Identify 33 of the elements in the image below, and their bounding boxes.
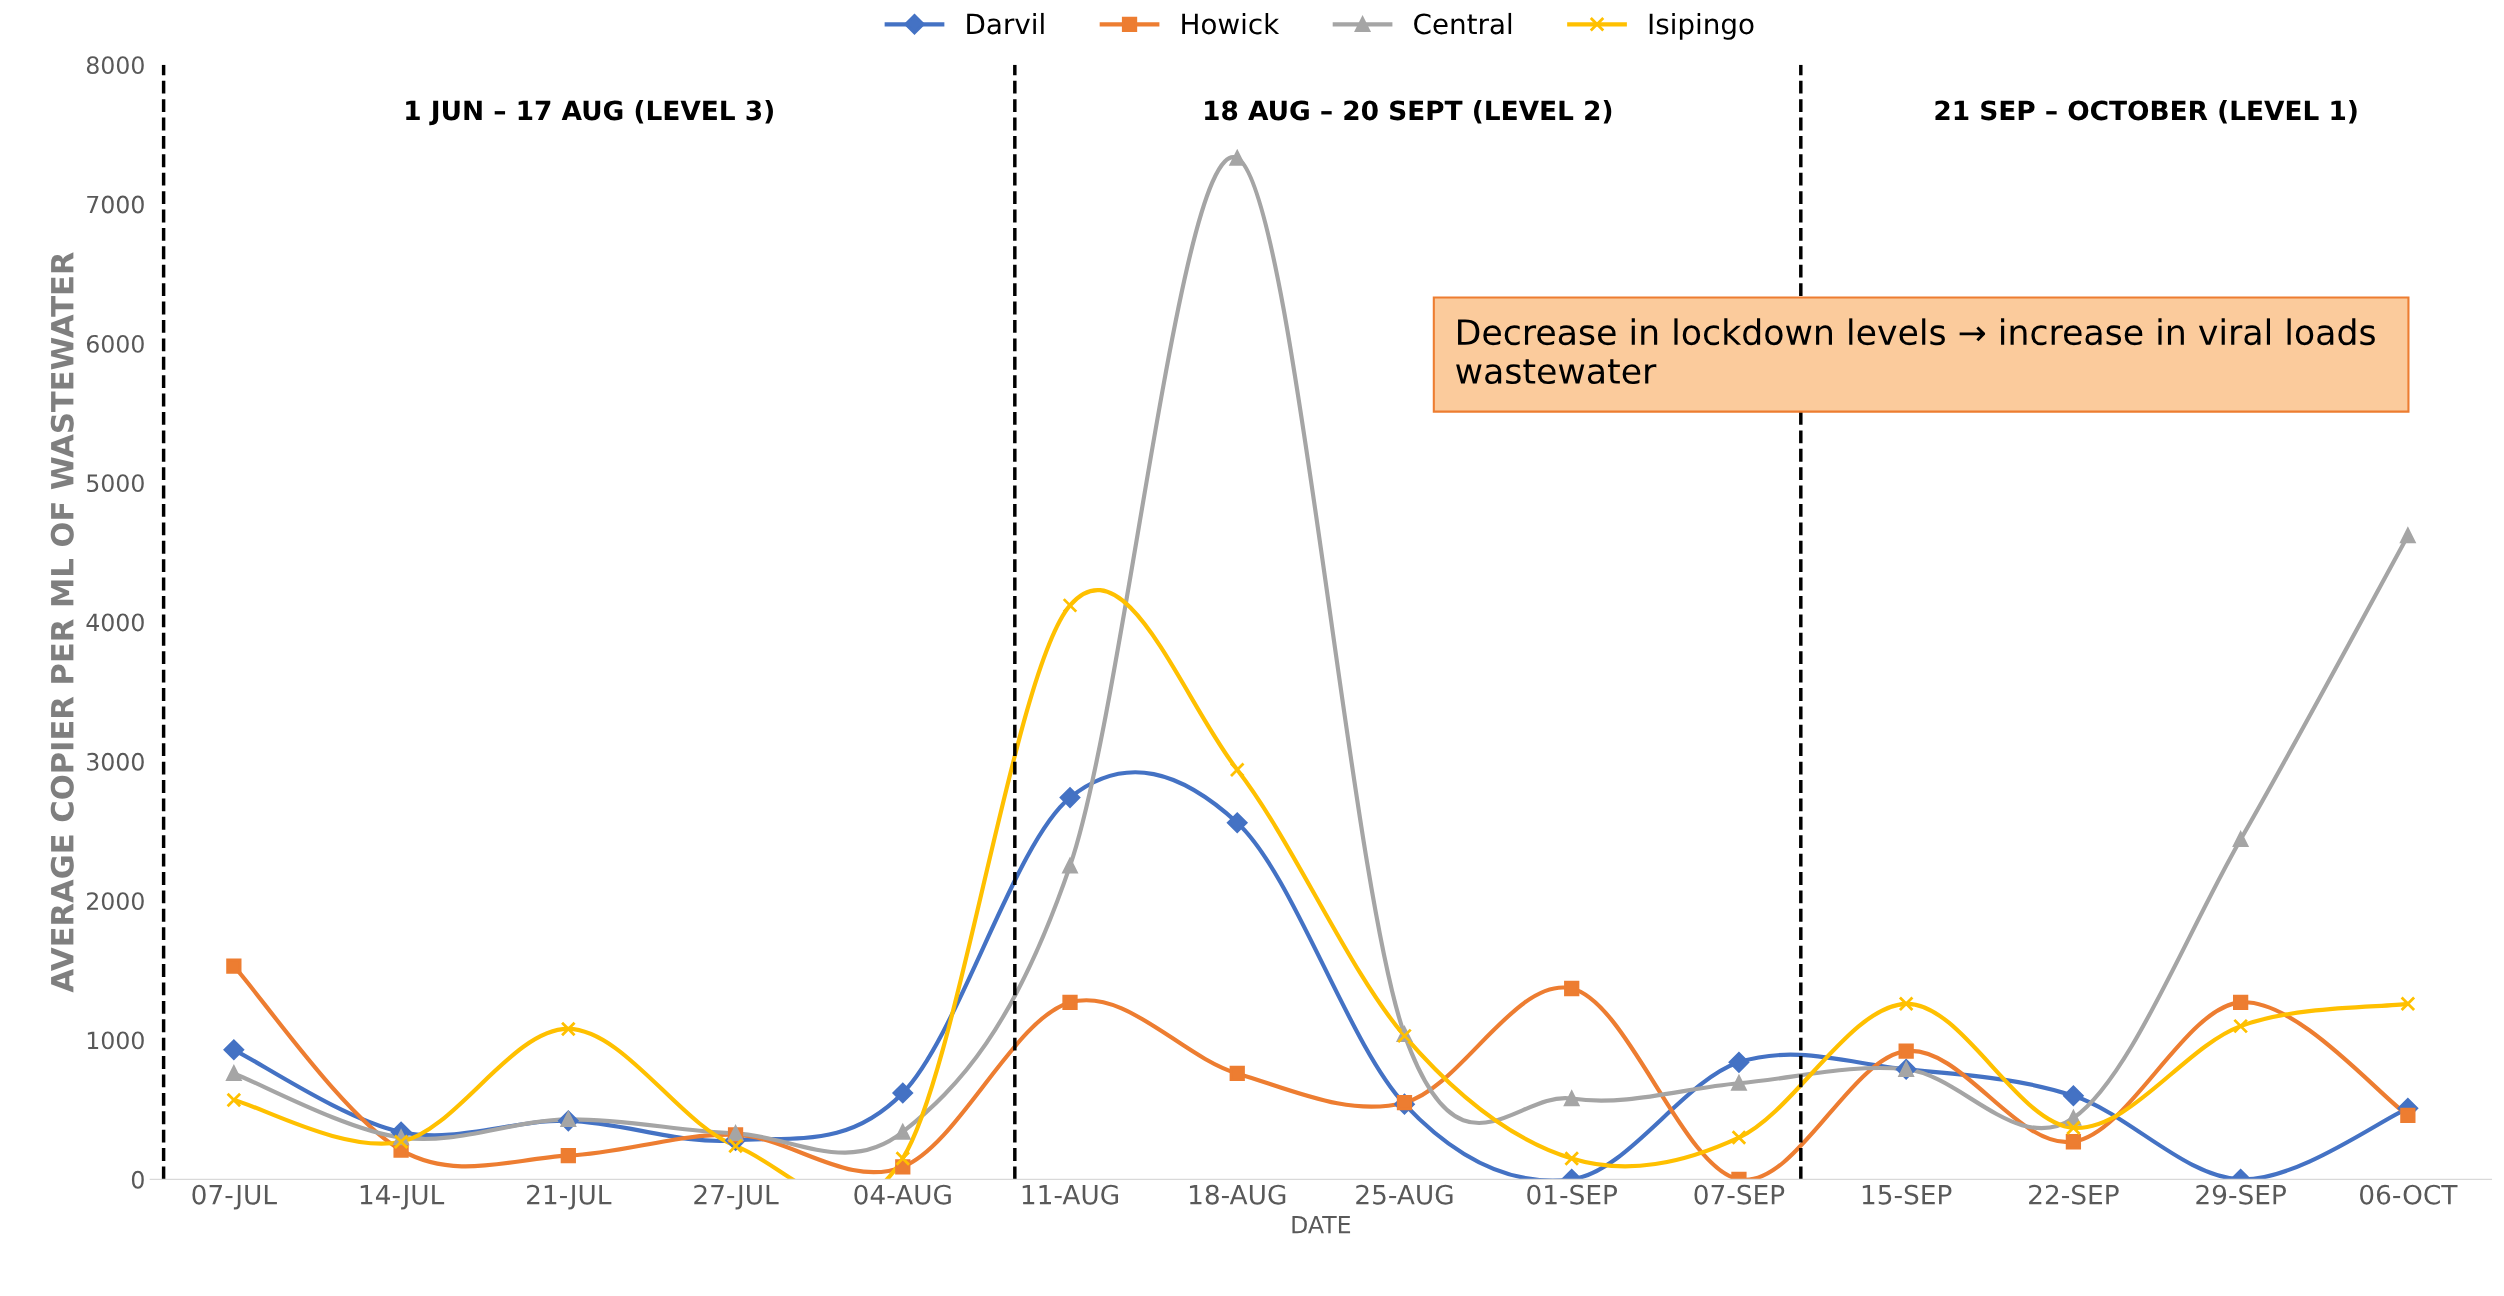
legend-label: Central (1414, 12, 1512, 35)
y-tick-label: 7000 (87, 195, 144, 214)
y-tick-label: 6000 (86, 334, 144, 353)
annotation: 18 AUG – 20 SEPT (LEVEL 2) (1205, 99, 1612, 124)
x-tick-label: 18-AUG (1189, 1184, 1286, 1205)
x-tick-label: 22-SEP (2029, 1184, 2119, 1205)
annotation: 1 JUN – 17 AUG (LEVEL 3) (406, 99, 773, 126)
y-tick-label: 1000 (87, 1031, 144, 1050)
x-tick-label: 27-JUL (694, 1184, 779, 1210)
legend-label: Darvil (967, 12, 1044, 35)
legend-label: Howick (1182, 12, 1280, 35)
y-tick-label: 3000 (87, 752, 144, 771)
x-tick-label: 25-AUG (1356, 1184, 1453, 1205)
x-tick-label: 07-SEP (1694, 1184, 1785, 1205)
x-tick-label: 29-SEP (2196, 1184, 2286, 1205)
x-tick-label: 15-SEP (1862, 1184, 1952, 1205)
annotation: Decrease in lockdown levels → increase in viral loads wastewater (1456, 318, 2375, 385)
x-tick-label: 06-OCT (2360, 1184, 2458, 1205)
x-axis-title: DATE (1292, 1216, 1351, 1234)
x-tick-label: 04-AUG (854, 1184, 951, 1205)
y-tick-label: 0 (131, 1170, 144, 1189)
y-tick-label: 8000 (86, 56, 144, 75)
x-tick-label: 07-JUL (192, 1184, 277, 1210)
y-tick-label: 4000 (86, 613, 144, 632)
x-tick-label: 11-AUG (1022, 1184, 1119, 1205)
x-tick-label: 21-JUL (527, 1184, 612, 1210)
annotation: 21 SEP – OCTOBER (LEVEL 1) (1935, 99, 2357, 124)
y-axis-title: AVERAGE COPIER PER ML OF WASTEWATER (50, 252, 74, 993)
y-tick-label: 5000 (87, 474, 144, 493)
x-tick-label: 14-JUL (360, 1185, 445, 1210)
legend-label: Isipingo (1649, 12, 1754, 40)
y-tick-label: 2000 (87, 892, 144, 911)
x-tick-label: 01-SEP (1527, 1184, 1618, 1205)
